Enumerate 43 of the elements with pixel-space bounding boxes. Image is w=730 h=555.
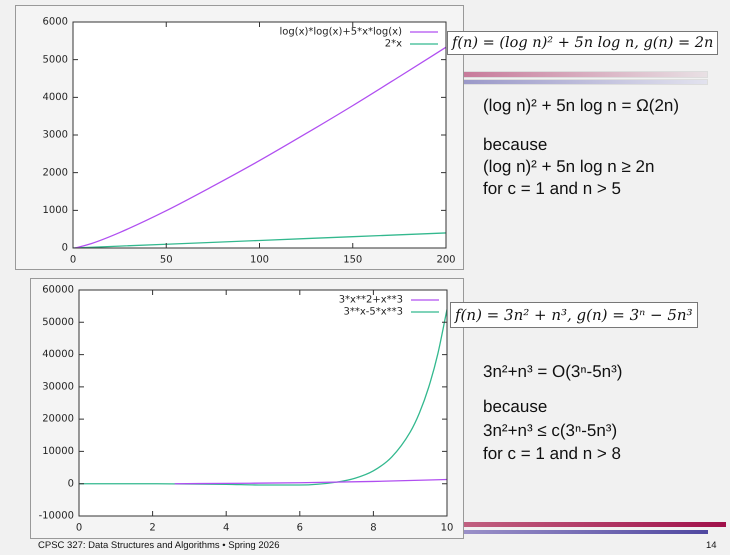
y-tick-label: 0 xyxy=(62,242,68,254)
x-tick-label: 200 xyxy=(436,254,456,266)
x-tick-label: 6 xyxy=(296,522,303,534)
text: CPSC 327: Data Structures and Algorithms • Spring 2026 xyxy=(38,540,280,551)
legend-label: log(x)*log(x)+5*x*log(x) xyxy=(279,26,402,38)
text: (log n)² + 5n log n = Ω(2n) xyxy=(483,96,680,116)
y-tick-label: 1000 xyxy=(42,204,68,216)
y-tick-label: 40000 xyxy=(42,349,74,360)
text: f(n) = 3n² + n³, g(n) = 3ⁿ − 5n³ xyxy=(450,302,698,328)
y-tick-label: 2000 xyxy=(42,167,68,178)
legend-label: 3**x-5*x**3 xyxy=(343,306,403,318)
text: for c = 1 and n > 5 xyxy=(483,179,621,199)
legend-label: 2*x xyxy=(384,38,402,50)
y-tick-label: 6000 xyxy=(42,16,68,28)
y-tick-label: 0 xyxy=(68,478,74,490)
text: f(n) = (log n)² + 5n log n, g(n) = 2n xyxy=(447,31,718,55)
text: (log n)² + 5n log n ≥ 2n xyxy=(483,157,654,177)
y-tick-label: -10000 xyxy=(38,510,74,522)
x-tick-label: 8 xyxy=(370,522,377,534)
text: for c = 1 and n > 8 xyxy=(483,444,621,464)
line-series xyxy=(74,46,446,248)
y-tick-label: 50000 xyxy=(42,316,74,328)
x-tick-label: 0 xyxy=(76,522,82,534)
y-tick-label: 3000 xyxy=(42,130,68,141)
legend-label: 3*x**2+x**3 xyxy=(338,294,403,306)
text: 3n²+n³ ≤ c(3ⁿ-5n³) xyxy=(483,421,618,441)
y-tick-label: 4000 xyxy=(42,92,68,103)
x-tick-label: 10 xyxy=(440,522,454,534)
y-tick-label: 30000 xyxy=(42,381,74,392)
line-series xyxy=(79,308,447,486)
x-tick-label: 150 xyxy=(343,254,362,266)
y-tick-label: 10000 xyxy=(42,446,74,458)
text: because xyxy=(483,397,548,417)
text: 14 xyxy=(706,540,717,551)
y-tick-label: 60000 xyxy=(42,284,74,296)
y-tick-label: 5000 xyxy=(42,54,68,66)
x-tick-label: 2 xyxy=(149,522,156,534)
x-tick-label: 4 xyxy=(223,522,230,534)
x-tick-label: 50 xyxy=(160,254,173,266)
y-tick-label: 20000 xyxy=(42,414,74,425)
text: because xyxy=(483,135,548,155)
x-tick-label: 100 xyxy=(250,254,270,266)
text: 3n²+n³ = O(3ⁿ-5n³) xyxy=(483,362,622,382)
